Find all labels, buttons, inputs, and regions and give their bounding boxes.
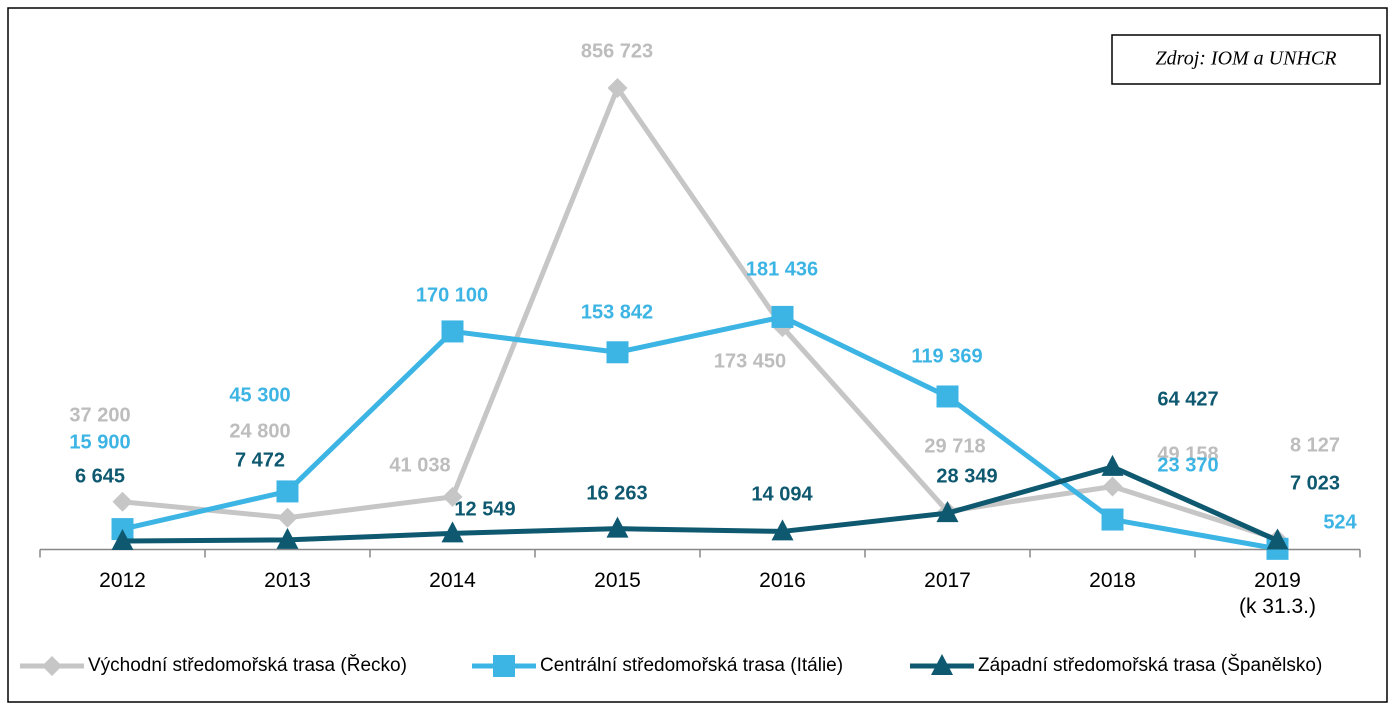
- data-label: 49 158: [1157, 443, 1218, 465]
- x-tick-label: 2014: [429, 569, 476, 592]
- data-label: 64 427: [1157, 388, 1218, 410]
- x-tick-label: 2017: [924, 569, 971, 592]
- x-tick-label: 2015: [594, 569, 641, 592]
- series-0: [112, 78, 1288, 550]
- data-label: 153 842: [581, 301, 653, 323]
- data-label: 856 723: [581, 40, 653, 62]
- x-tick-label: 2013: [264, 569, 311, 592]
- data-label: 16 263: [586, 482, 647, 504]
- data-point: [111, 528, 134, 550]
- data-point: [1101, 508, 1124, 531]
- series-line: [121, 314, 1278, 552]
- data-point: [442, 486, 463, 507]
- data-point: [441, 521, 464, 543]
- data-label: 28 349: [936, 465, 997, 487]
- data-label: 119 369: [911, 345, 982, 367]
- data-point: [276, 527, 299, 549]
- data-label: 37 200: [69, 404, 130, 426]
- legend-marker: [931, 654, 953, 675]
- data-label: 12 549: [454, 498, 515, 520]
- legend-marker: [493, 655, 515, 677]
- data-point: [606, 341, 629, 364]
- legend-label: Centrální středomořská trasa (Itálie): [540, 655, 843, 676]
- data-point: [1101, 454, 1124, 476]
- data-point: [1102, 476, 1123, 497]
- data-point: [1266, 528, 1289, 550]
- data-point: [441, 320, 464, 343]
- data-label: 7 472: [235, 449, 285, 471]
- x-tick-label: 2018: [1089, 569, 1136, 592]
- x-tick-label: 2012: [99, 569, 146, 592]
- series-2: [111, 454, 1289, 550]
- series-line: [122, 464, 1279, 544]
- data-label: 15 900: [69, 431, 130, 453]
- data-point: [606, 516, 629, 538]
- data-label: 524: [1323, 511, 1357, 533]
- data-label: 23 370: [1157, 454, 1218, 476]
- source-text: Zdroj: IOM a UNHCR: [1156, 48, 1337, 70]
- data-point: [771, 519, 794, 541]
- data-label: 173 450: [714, 350, 786, 372]
- data-label: 45 300: [229, 384, 290, 406]
- data-label: 24 800: [229, 420, 290, 442]
- legend-label: Východní středomořská trasa (Řecko): [88, 654, 407, 676]
- source-box: [1111, 34, 1381, 85]
- data-point: [936, 385, 959, 408]
- legend-marker: [42, 656, 62, 676]
- data-label: 7 023: [1290, 472, 1340, 494]
- data-label: 6 645: [75, 465, 125, 487]
- data-point: [936, 501, 959, 523]
- series-line: [122, 85, 1279, 542]
- data-label: 8 127: [1290, 434, 1340, 456]
- data-point: [771, 305, 794, 328]
- data-point: [607, 78, 628, 98]
- data-label: 181 436: [746, 258, 818, 280]
- legend-label: Západní středomořská trasa (Španělsko): [978, 654, 1322, 676]
- data-point: [276, 480, 299, 503]
- data-point: [112, 491, 133, 512]
- data-point: [277, 507, 298, 528]
- x-tick-label: 2019 (k 31.3.): [1238, 569, 1317, 618]
- series-1: [111, 305, 1289, 560]
- x-tick-label: 2016: [759, 569, 806, 592]
- chart-border: [7, 7, 1388, 703]
- data-label: 170 100: [416, 284, 488, 306]
- data-label: 41 038: [389, 454, 450, 476]
- data-label: 14 094: [751, 483, 813, 505]
- data-label: 29 718: [924, 435, 985, 457]
